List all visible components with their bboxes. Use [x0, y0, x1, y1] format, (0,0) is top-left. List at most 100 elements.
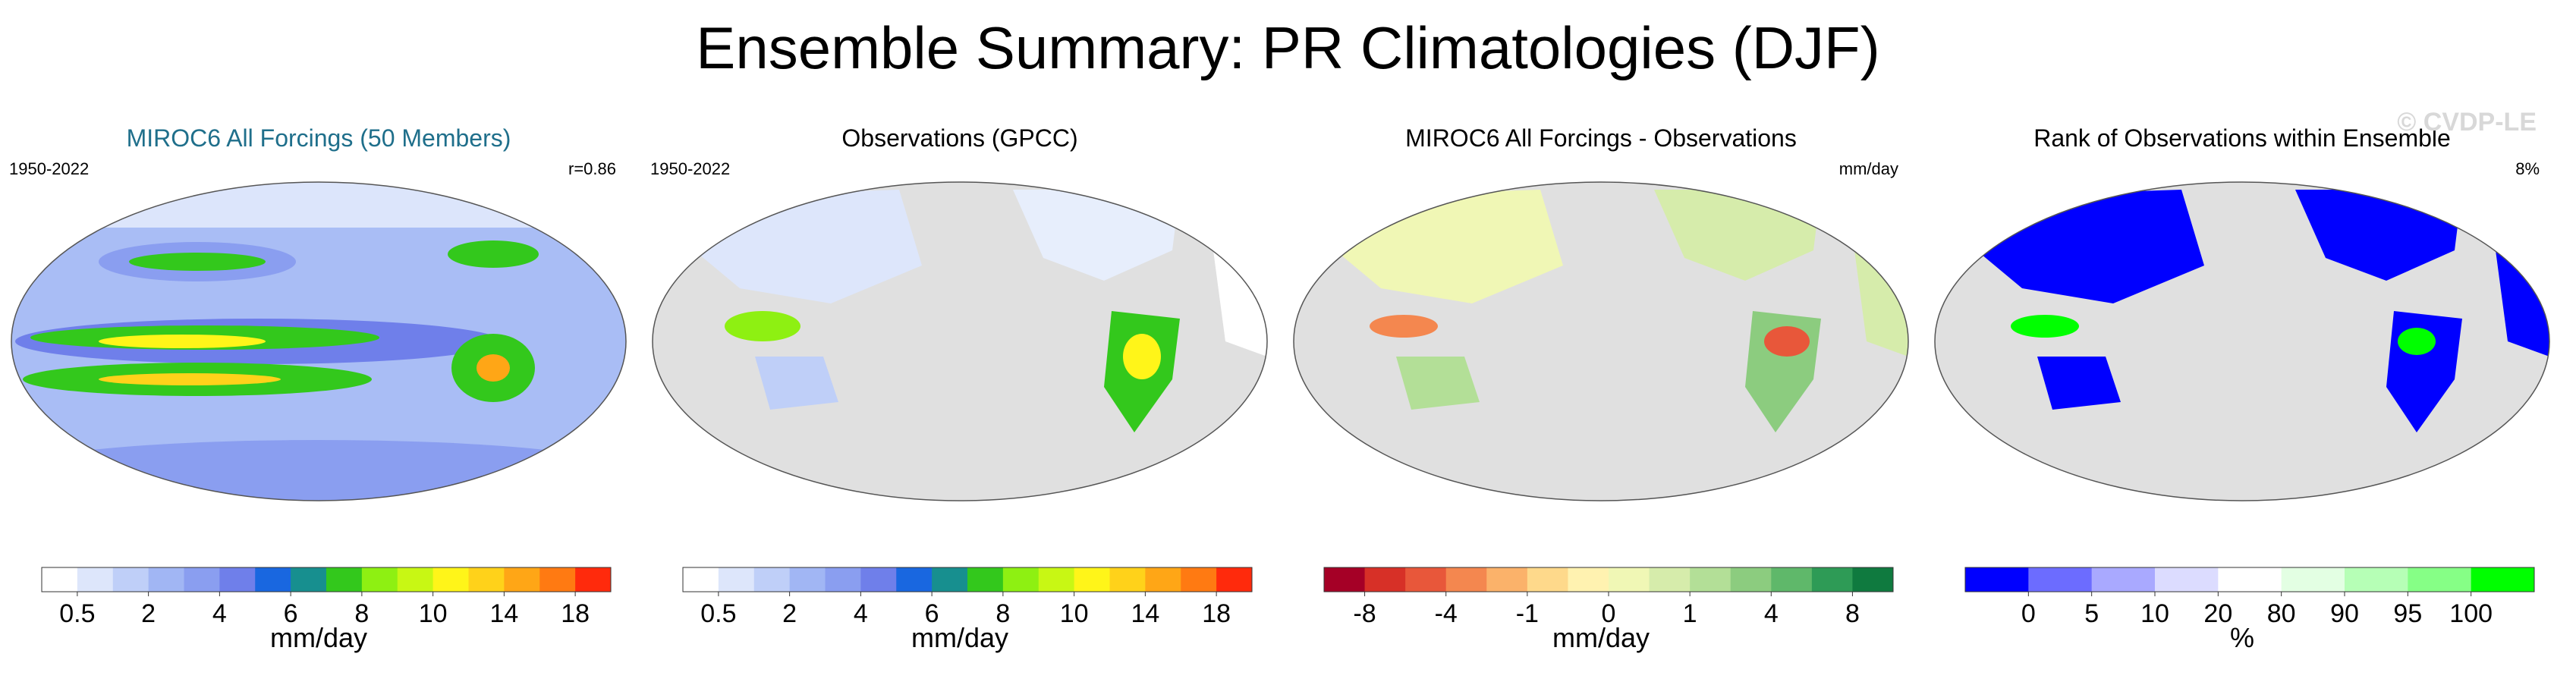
colorbar-swatch [825, 567, 861, 592]
colorbar-swatch [1771, 567, 1813, 592]
colorbar-tick-label: 2 [141, 599, 156, 628]
panel-observations: Observations (GPCC) 1950-2022 0.5 2 4 6 8 10 1… [649, 114, 1271, 675]
map-outline [1293, 181, 1909, 501]
colorbar-tick-label: 10 [2140, 599, 2169, 628]
amazon-dry-bias [1764, 326, 1810, 357]
panel-title: Rank of Observations within Ensemble [2033, 124, 2451, 152]
colorbar-outline [1964, 567, 2535, 592]
land-australia [2037, 357, 2121, 410]
panel-title: MIROC6 All Forcings (50 Members) [126, 124, 511, 152]
colorbar-swatch [718, 567, 755, 592]
colorbar-swatch [1074, 567, 1110, 592]
colorbar-svg: 0.5 2 4 6 8 10 14 18 [682, 567, 1253, 628]
correlation-label: r=0.86 [568, 159, 616, 178]
colorbar-swatch [2091, 567, 2156, 592]
colorbar-swatch [1690, 567, 1731, 592]
watermark: © CVDP-LE [2397, 108, 2537, 137]
colorbar-swatch [397, 567, 434, 592]
units-label: mm/day [1838, 159, 1898, 178]
colorbar-tick-label: 1 [1683, 599, 1697, 628]
colorbar-tick-label: 6 [284, 599, 298, 628]
colorbar-swatch [2345, 567, 2408, 592]
colorbar-swatch [255, 567, 291, 592]
colorbar-svg: 0.5 2 4 6 8 10 14 18 [41, 567, 612, 628]
map-svg [1293, 181, 1909, 501]
maritime-continent [1370, 315, 1438, 338]
colorbar-swatch [1852, 567, 1894, 592]
panel-title: Observations (GPCC) [841, 124, 1078, 152]
colorbar-units: mm/day [1552, 622, 1650, 653]
colorbar-tick-label: 14 [489, 599, 518, 628]
colorbar-tick-label: -4 [1435, 599, 1458, 628]
colorbar-tick-label: 2 [782, 599, 797, 628]
colorbar-outline [682, 567, 1253, 592]
colorbar-swatch [1730, 567, 1772, 592]
colorbar-tick-label: 14 [1131, 599, 1159, 628]
colorbar-swatch [42, 567, 78, 592]
colorbar-tick-label: 8 [995, 599, 1010, 628]
colorbar-tick-label: 0.5 [700, 599, 736, 628]
colorbar-tick-label: -1 [1516, 599, 1539, 628]
panel-model-climatology: MIROC6 All Forcings (50 Members) 1950-20… [8, 114, 630, 675]
map-svg [652, 181, 1268, 501]
colorbar-swatch [967, 567, 1004, 592]
colorbar-swatch [1405, 567, 1447, 592]
panel-rank: Rank of Observations within Ensemble 8% … [1931, 108, 2553, 675]
colorbar-tick-label: 10 [419, 599, 448, 628]
amazon-max [477, 354, 510, 382]
north-atlantic-core [448, 240, 539, 268]
colorbar-tick-label: 8 [354, 599, 369, 628]
colorbar: -8 -4 -1 0 1 4 8 [1323, 567, 1894, 628]
colorbar-swatch [1486, 567, 1528, 592]
colorbar-swatch [219, 567, 256, 592]
colorbar-svg: -8 -4 -1 0 1 4 8 [1323, 567, 1894, 628]
colorbar-swatch [2281, 567, 2345, 592]
colorbar-swatch [1364, 567, 1406, 592]
colorbar-swatch [683, 567, 719, 592]
colorbar: 0 5 10 20 80 90 95 100 [1964, 567, 2535, 628]
colorbar-swatch [148, 567, 184, 592]
colorbar-tick-label: 8 [1845, 599, 1860, 628]
colorbar-swatch [361, 567, 398, 592]
colorbar-swatch [1609, 567, 1650, 592]
colorbar-swatch [575, 567, 612, 592]
colorbar-swatch [2218, 567, 2282, 592]
colorbar-swatch [2028, 567, 2093, 592]
colorbar-tick-label: -8 [1353, 599, 1376, 628]
colorbar-swatch [1181, 567, 1217, 592]
colorbar-swatch [2408, 567, 2472, 592]
colorbar-swatch [896, 567, 933, 592]
itcz-max [99, 335, 266, 348]
colorbar-tick-label: 0.5 [59, 599, 95, 628]
colorbar-tick-label: 4 [212, 599, 227, 628]
colorbar-swatch [539, 567, 576, 592]
colorbar-swatch [112, 567, 149, 592]
colorbar-swatch [432, 567, 469, 592]
colorbar-tick-label: 4 [854, 599, 868, 628]
colorbar-swatch [184, 567, 220, 592]
land-australia [755, 357, 838, 410]
colorbar-tick-label: 100 [2449, 599, 2493, 628]
period-label: 1950-2022 [650, 159, 731, 178]
colorbar-tick-label: 0 [2021, 599, 2036, 628]
colorbar-swatch [860, 567, 897, 592]
colorbar-tick-label: 5 [2084, 599, 2099, 628]
maritime-continent [725, 311, 800, 341]
period-label: 1950-2022 [9, 159, 90, 178]
colorbar: 0.5 2 4 6 8 10 14 18 [41, 567, 612, 628]
colorbar-swatch [468, 567, 505, 592]
land-australia [1396, 357, 1480, 410]
land-north-america [1013, 190, 1180, 281]
colorbar-swatch [1445, 567, 1487, 592]
figure-title: Ensemble Summary: PR Climatologies (DJF) [696, 14, 1880, 81]
colorbar-swatch [2471, 567, 2535, 592]
colorbar-tick-label: 95 [2393, 599, 2422, 628]
colorbar-swatch [504, 567, 540, 592]
colorbar-tick-label: 4 [1764, 599, 1779, 628]
colorbar-swatch [1965, 567, 2029, 592]
colorbar-units: mm/day [269, 622, 368, 653]
spcz-max [99, 373, 281, 385]
panel-title: MIROC6 All Forcings - Observations [1405, 124, 1797, 152]
colorbar-swatch [1109, 567, 1146, 592]
land-north-america [2295, 190, 2462, 281]
